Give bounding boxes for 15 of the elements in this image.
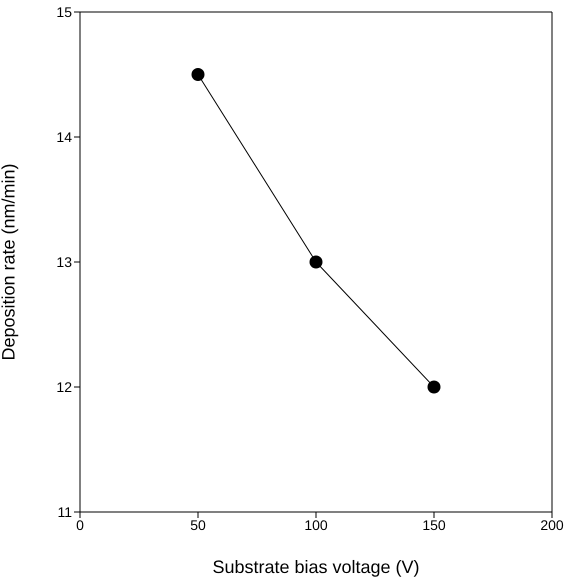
x-tick-label: 150 [422, 516, 446, 533]
x-tick-label: 50 [190, 516, 206, 533]
y-axis-title: Deposition rate (nm/min) [0, 163, 18, 361]
y-tick-label: 15 [56, 4, 72, 20]
point [192, 68, 204, 81]
y-tick-label: 12 [56, 378, 72, 395]
y-tick-label: 14 [56, 128, 72, 145]
point [310, 256, 322, 268]
point [428, 380, 440, 394]
y-tick-label: 11 [57, 504, 72, 520]
x-tick-label: 100 [304, 516, 328, 533]
x-tick-label: 0 [76, 516, 84, 533]
x-axis-title: Substrate bias voltage (V) [212, 557, 420, 577]
y-tick-label: 13 [56, 254, 72, 270]
x-tick-label: 200 [540, 516, 564, 533]
